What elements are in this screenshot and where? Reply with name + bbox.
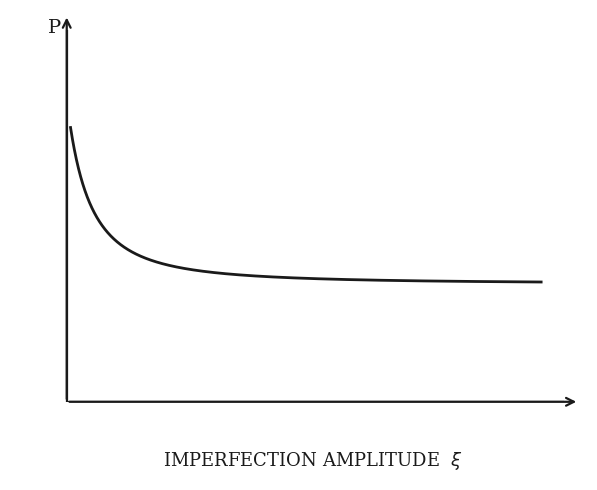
Text: IMPERFECTION AMPLITUDE  $\xi$: IMPERFECTION AMPLITUDE $\xi$ [162, 450, 463, 472]
Text: P: P [48, 19, 61, 37]
